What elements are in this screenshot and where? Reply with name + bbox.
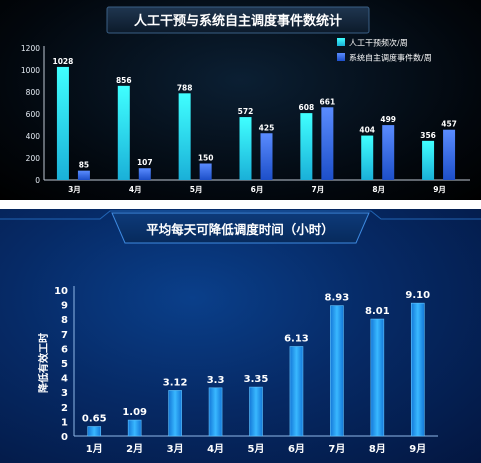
x-tick-label: 5月 (248, 443, 265, 455)
bar-time-saved (127, 419, 142, 437)
y-tick-label: 1200 (21, 44, 40, 53)
chart-title: 人工干预与系统自主调度事件数统计 (134, 13, 342, 29)
bar-time-saved (289, 346, 304, 437)
data-label-manual: 356 (420, 131, 436, 140)
data-label: 9.10 (405, 290, 430, 301)
data-label-manual: 788 (177, 83, 193, 92)
legend-swatch (337, 53, 345, 61)
x-tick-label: 8月 (372, 185, 385, 194)
data-label: 8.01 (365, 306, 390, 317)
x-tick-label: 1月 (86, 443, 103, 455)
y-tick-label: 400 (26, 132, 41, 141)
title-banner (111, 212, 370, 244)
x-tick-label: 4月 (207, 443, 224, 455)
y-tick-label: 8 (61, 315, 68, 326)
y-tick-label: 6 (61, 344, 68, 355)
bar-time-saved (410, 302, 425, 437)
x-tick-label: 6月 (288, 443, 305, 455)
data-label: 3.3 (207, 375, 225, 386)
data-label-manual: 608 (299, 103, 315, 112)
legend-label: 系统自主调度事件数/周 (349, 53, 432, 63)
y-axis-label: 降低有效工时 (37, 333, 50, 393)
x-tick-label: 8月 (369, 443, 386, 455)
bar-auto-dispatch (199, 163, 212, 180)
y-tick-label: 7 (61, 330, 68, 341)
bar-manual-intervention (117, 85, 130, 180)
bar-manual-intervention (239, 117, 252, 180)
bar-manual-intervention (56, 66, 69, 180)
bar-manual-intervention (300, 113, 313, 180)
y-tick-label: 800 (26, 88, 41, 97)
bar-time-saved (370, 318, 385, 437)
bar-time-saved (168, 390, 182, 437)
bar-manual-intervention (361, 135, 374, 180)
data-label-manual: 1028 (52, 57, 73, 66)
data-label-auto: 457 (441, 120, 457, 129)
x-tick-label: 7月 (311, 185, 324, 194)
x-tick-label: 2月 (126, 443, 143, 455)
y-tick-label: 200 (26, 154, 41, 163)
weekly-events-chart-panel: 人工干预与系统自主调度事件数统计 0 200 400 600 800 1000 1200 3月… (0, 0, 481, 200)
data-label-manual: 856 (116, 76, 132, 85)
y-tick-label: 0 (61, 432, 68, 443)
data-label: 0.65 (82, 414, 107, 425)
y-tick-label: 9 (61, 301, 68, 312)
y-tick-label: 0 (35, 176, 40, 185)
y-tick-label: 1 (61, 417, 68, 428)
data-label-manual: 404 (359, 126, 375, 135)
data-label: 8.93 (325, 293, 350, 304)
data-label: 3.35 (244, 374, 269, 385)
weekly-events-chart: 人工干预与系统自主调度事件数统计 0 200 400 600 800 1000 1200 3月… (21, 6, 470, 194)
data-label-manual: 572 (238, 107, 254, 116)
bar-time-saved (87, 426, 102, 437)
x-tick-label: 3月 (167, 443, 184, 455)
bar-auto-dispatch (443, 129, 456, 180)
data-label-auto: 499 (380, 115, 396, 124)
data-label-auto: 85 (79, 161, 89, 170)
legend-swatch (337, 38, 345, 46)
data-label-auto: 661 (320, 97, 336, 106)
chart-title: 平均每天可降低调度时间（小时） (146, 222, 334, 237)
x-tick-label: 5月 (190, 185, 203, 194)
frame-top-line (0, 210, 481, 220)
bar-auto-dispatch (77, 170, 90, 180)
y-tick-label: 10 (54, 286, 68, 297)
bar-auto-dispatch (260, 133, 273, 180)
y-tick-label: 1000 (21, 66, 40, 75)
data-label: 1.09 (122, 407, 147, 418)
y-tick-label: 3 (61, 388, 68, 399)
bar-manual-intervention (178, 93, 191, 180)
bar-manual-intervention (422, 140, 435, 180)
x-tick-label: 3月 (68, 185, 81, 194)
y-tick-label: 5 (61, 359, 68, 370)
legend-label: 人工干预频次/周 (349, 38, 408, 48)
x-tick-label: 9月 (409, 443, 426, 455)
data-label-auto: 150 (198, 154, 214, 163)
bar-auto-dispatch (382, 125, 395, 180)
time-saved-chart-panel: 平均每天可降低调度时间（小时） 降低有效工时 0 1 2 3 4 5 6 7 8 9 10 1月 2月 3… (0, 209, 481, 463)
bar-time-saved (249, 386, 263, 437)
y-tick-label: 600 (26, 110, 41, 119)
y-tick-label: 4 (61, 374, 68, 385)
title-banner (106, 6, 370, 34)
x-tick-label: 4月 (129, 185, 142, 194)
bar-auto-dispatch (321, 107, 334, 180)
data-label: 6.13 (284, 334, 309, 345)
bar-time-saved (208, 387, 223, 437)
x-tick-label: 7月 (328, 443, 345, 455)
x-tick-label: 6月 (251, 185, 264, 194)
bar-time-saved (330, 305, 344, 437)
bar-auto-dispatch (138, 168, 151, 180)
data-label-auto: 425 (259, 123, 275, 132)
x-tick-label: 9月 (433, 185, 446, 194)
y-tick-label: 2 (61, 403, 68, 414)
time-saved-chart: 平均每天可降低调度时间（小时） 降低有效工时 0 1 2 3 4 5 6 7 8 9 10 1月 2月 3… (0, 210, 481, 455)
data-label: 3.12 (163, 377, 188, 388)
data-label-auto: 107 (137, 158, 153, 167)
